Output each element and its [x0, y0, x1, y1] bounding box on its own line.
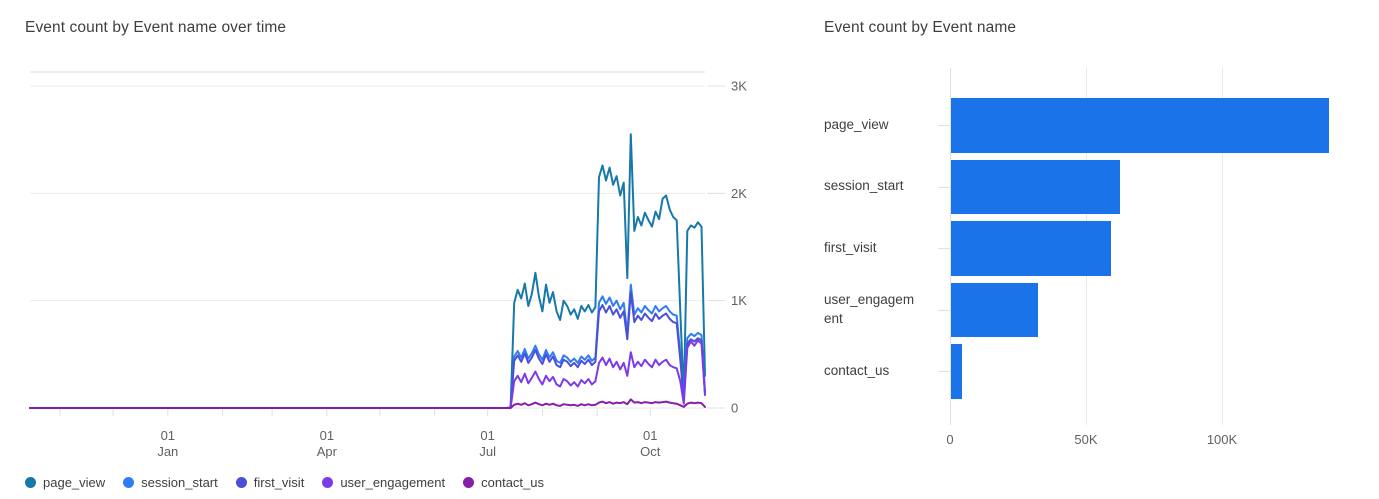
x-axis-label-month: Jan [157, 444, 178, 459]
x-gridline [1222, 68, 1223, 425]
x-axis-label-month: Apr [317, 444, 338, 459]
series-line-user_engagement[interactable] [29, 339, 706, 409]
legend-dot-contact_us [463, 477, 475, 488]
y-axis-label: 3K [731, 79, 747, 94]
series-line-session_start[interactable] [29, 283, 706, 409]
legend-item-session_start[interactable]: session_start [123, 475, 218, 490]
bar-page_view[interactable] [951, 98, 1330, 153]
y-axis-label: 0 [731, 401, 738, 416]
bar-category-label: page_view [824, 116, 889, 132]
series-line-contact_us[interactable] [29, 398, 706, 409]
category-tick [938, 309, 950, 311]
x-axis-label-day: 01 [320, 428, 334, 443]
x-axis-label-day: 01 [480, 428, 494, 443]
bar-user_engagement[interactable] [951, 282, 1039, 337]
category-tick [938, 248, 950, 250]
line-chart-title: Event count by Event name over time [25, 19, 287, 36]
series-line-first_visit[interactable] [29, 291, 706, 409]
category-tick [938, 371, 950, 373]
legend-item-contact_us[interactable]: contact_us [463, 475, 544, 490]
bar-session_start[interactable] [951, 159, 1120, 214]
series-line-page_view[interactable] [29, 133, 706, 409]
x-axis-label-day: 01 [161, 428, 175, 443]
legend-item-user_engagement[interactable]: user_engagement [322, 475, 445, 490]
x-gridline [950, 68, 951, 425]
legend-dot-user_engagement [322, 477, 334, 488]
bar-category-label: contact_us [824, 362, 890, 378]
bar-category-label: first_visit [824, 239, 877, 255]
x-axis-label: 0 [946, 432, 954, 447]
legend-item-first_visit[interactable]: first_visit [235, 475, 305, 490]
x-axis-label-month: Jul [479, 444, 496, 459]
legend-dot-session_start [123, 477, 135, 488]
legend-label: first_visit [253, 475, 305, 490]
category-tick [938, 125, 950, 127]
bar-chart-title: Event count by Event name [824, 19, 1017, 36]
legend-label: user_engagement [340, 475, 446, 490]
bar-category-label: session_start [824, 178, 904, 194]
x-axis-label: 50K [1074, 432, 1098, 447]
x-axis-label-day: 01 [643, 428, 657, 443]
bar-category-label: user_engagement [824, 291, 915, 326]
x-axis-label-month: Oct [640, 444, 661, 459]
line-chart-legend: page_view session_start first_visit user_en… [25, 475, 544, 490]
legend-label: contact_us [481, 475, 544, 490]
legend-item-page_view[interactable]: page_view [25, 475, 105, 490]
category-tick [938, 186, 950, 188]
y-axis-label: 2K [731, 186, 747, 201]
legend-label: page_view [43, 475, 106, 490]
bar-first_visit[interactable] [951, 221, 1112, 276]
legend-dot-first_visit [235, 477, 247, 488]
x-axis-label: 100K [1206, 432, 1238, 447]
legend-dot-page_view [25, 477, 36, 488]
y-axis-label: 1K [731, 293, 747, 308]
bar-contact_us[interactable] [951, 344, 962, 399]
legend-label: session_start [141, 475, 218, 490]
